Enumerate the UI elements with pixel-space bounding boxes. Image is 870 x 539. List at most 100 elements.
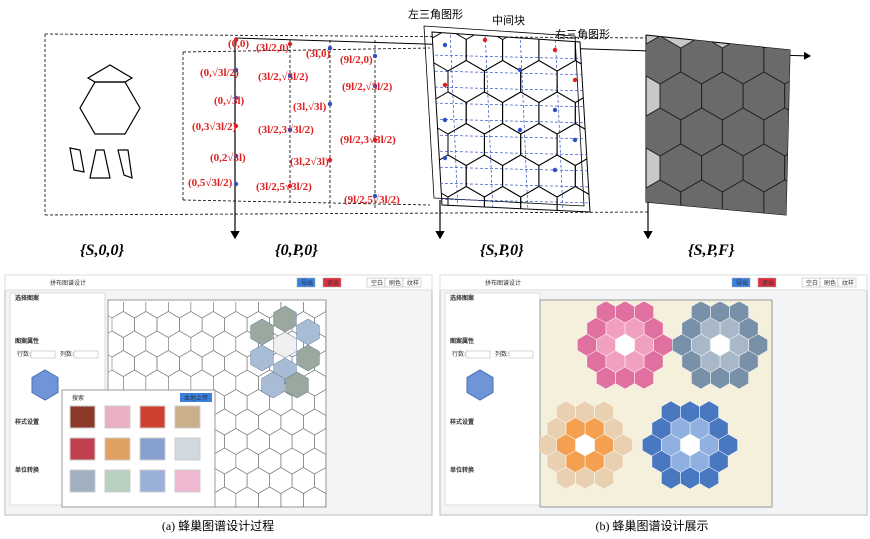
panel-title: 选择图案 <box>450 294 475 302</box>
grid-point <box>517 127 523 133</box>
coordinate-label: (0,√3l/2) <box>200 67 239 79</box>
patterned-hex <box>556 400 576 424</box>
fabric-swatch[interactable] <box>174 405 201 429</box>
hexagon <box>483 185 522 212</box>
grid-point <box>372 53 378 59</box>
fabric-swatch[interactable] <box>104 437 131 461</box>
part-label: 右三角图形 <box>555 27 610 41</box>
button-label[interactable]: 刷色 <box>389 279 401 287</box>
fabric-swatch[interactable] <box>174 437 201 461</box>
hexes <box>646 35 848 215</box>
grid-point <box>233 123 239 129</box>
button-label[interactable]: 刷色 <box>824 279 836 287</box>
button-label[interactable]: 纹样 <box>842 279 854 287</box>
pattern-grid <box>423 25 630 213</box>
fabric-swatch[interactable] <box>139 437 166 461</box>
grid-point <box>287 183 293 189</box>
button-label[interactable]: 导出 <box>736 279 748 287</box>
patterned-hex <box>285 371 309 399</box>
button-label[interactable]: 空白 <box>371 279 383 287</box>
grid-point <box>572 137 578 143</box>
coordinate-label: (0,5√3l/2) <box>188 177 233 189</box>
field-label: 列数: <box>495 350 509 358</box>
part-label: 左三角图形 <box>408 8 463 21</box>
input[interactable] <box>508 350 534 359</box>
hex-lines <box>432 32 630 212</box>
grid-points <box>233 37 578 199</box>
fabric-swatch[interactable] <box>174 469 201 493</box>
grid-point <box>482 37 488 43</box>
guide <box>432 182 590 188</box>
grid-point <box>233 37 239 43</box>
hexagon <box>447 185 485 212</box>
grid-point <box>442 117 448 123</box>
patterned-hex <box>250 318 274 346</box>
guide <box>554 32 564 212</box>
guide <box>432 118 590 124</box>
panel-title: 选择图案 <box>15 294 40 302</box>
hex-preview <box>31 369 59 401</box>
app-title: 拼布图谱设计 <box>50 279 86 287</box>
fabric-swatch[interactable] <box>69 469 96 493</box>
hexagon <box>301 506 305 507</box>
grid-point <box>233 153 239 159</box>
coordinate-label: (3l,0) <box>306 48 330 60</box>
panel-outline <box>423 25 585 207</box>
hexagon <box>279 506 283 507</box>
hexagon <box>520 185 558 212</box>
patterned-hex <box>691 366 711 390</box>
hexagon <box>594 124 630 166</box>
coordinate-label: (3l/2,0) <box>256 42 289 54</box>
button[interactable] <box>322 277 342 288</box>
button-label[interactable]: 退出 <box>762 279 774 287</box>
coordinate-label: (0,0) <box>228 38 249 50</box>
coordinate-label: (9l/2,0) <box>340 54 373 66</box>
fabric-swatch[interactable] <box>69 437 96 461</box>
button[interactable] <box>296 277 316 288</box>
button[interactable] <box>837 277 857 288</box>
fabric-swatch[interactable] <box>139 405 166 429</box>
button[interactable] <box>757 277 777 288</box>
input[interactable] <box>30 350 56 359</box>
panel-title: 单位转换 <box>15 466 40 474</box>
fabric-swatch[interactable] <box>69 405 96 429</box>
button-label[interactable]: 纹样 <box>407 279 419 287</box>
guide <box>432 54 590 60</box>
grid-point <box>327 45 333 51</box>
side-panel <box>444 292 541 506</box>
input[interactable] <box>73 350 99 359</box>
hex-canvas <box>540 302 768 490</box>
hexagon <box>784 143 790 193</box>
input[interactable] <box>465 350 491 359</box>
fabric-swatch[interactable] <box>104 405 131 429</box>
guide <box>432 150 590 156</box>
patterned-hex <box>729 366 749 390</box>
caption: (b) 蜂巢图谱设计展示 <box>596 519 709 533</box>
panel-title: 图案属性 <box>450 337 474 345</box>
coordinate-label: (0,2√3l) <box>210 152 246 164</box>
grid-point <box>552 47 558 53</box>
fabric-swatch[interactable] <box>104 469 131 493</box>
patterned-hex <box>699 466 719 490</box>
hex-preview <box>466 369 494 401</box>
patterned-hex <box>634 366 654 390</box>
guide <box>519 32 529 212</box>
grid-point <box>287 73 293 79</box>
patterned-hex <box>729 302 749 324</box>
fabric-swatch[interactable] <box>139 469 166 493</box>
button-label[interactable]: 退出 <box>327 279 339 287</box>
upload-button[interactable] <box>180 393 212 402</box>
button-label[interactable]: 导出 <box>301 279 313 287</box>
button-label[interactable]: 空白 <box>806 279 818 287</box>
grid-point <box>372 193 378 199</box>
grid-point <box>442 42 448 48</box>
coordinate-label: (0,3√3l/2) <box>192 121 237 133</box>
button[interactable] <box>402 277 422 288</box>
button[interactable] <box>731 277 751 288</box>
upload-label[interactable]: 本地上传 <box>184 394 208 402</box>
grid-point <box>233 67 239 73</box>
hexagon <box>806 108 848 156</box>
patterned-hex <box>594 466 614 490</box>
grid-point <box>552 107 558 113</box>
